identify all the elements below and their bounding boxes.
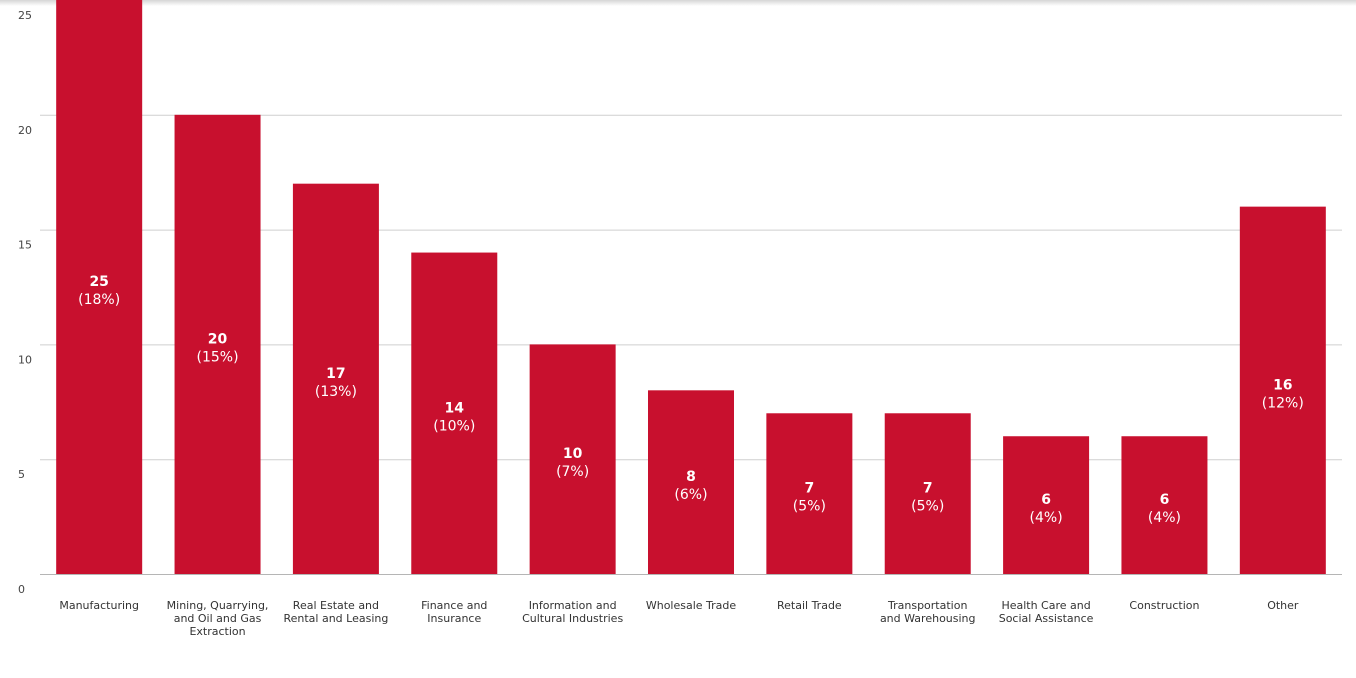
x-category-label-line: Construction [1129, 599, 1199, 612]
bar [1003, 436, 1090, 574]
y-tick-label: 25 [18, 9, 32, 22]
bar-percent-label: (4%) [1030, 510, 1063, 526]
y-tick-label: 20 [18, 124, 32, 137]
x-category-label-line: Rental and Leasing [283, 612, 388, 625]
bar-percent-label: (15%) [197, 349, 239, 365]
x-category-label-line: and Oil and Gas [174, 612, 262, 625]
x-category-label-line: Extraction [189, 625, 245, 638]
bar-percent-label: (18%) [78, 292, 120, 308]
bar [529, 344, 616, 574]
x-category-label: Finance and Insurance [421, 599, 487, 625]
bar [1239, 206, 1326, 574]
x-category-label-line: Information and [529, 599, 617, 612]
bar-value-label: 7 [923, 481, 933, 497]
bar [884, 413, 971, 574]
x-category-label-line: Social Assistance [999, 612, 1094, 625]
x-category-label-line: Other [1267, 599, 1299, 612]
bar [292, 183, 379, 574]
bar [766, 413, 853, 574]
bar [174, 114, 261, 575]
bar-percent-label: (10%) [433, 418, 475, 434]
y-tick-label: 5 [18, 468, 25, 481]
x-category-label-line: Transportation [887, 599, 967, 612]
x-category-label-line: Health Care and [1001, 599, 1090, 612]
x-category-label-line: Wholesale Trade [646, 599, 737, 612]
bar [411, 252, 498, 574]
x-category-label: Health Care and Social Assistance [999, 599, 1094, 625]
x-category-label-line: Retail Trade [777, 599, 842, 612]
x-category-label-line: Manufacturing [59, 599, 139, 612]
bar-value-label: 14 [445, 400, 465, 416]
x-category-label-line: Mining, Quarrying, [167, 599, 269, 612]
x-category-label: Transportation and Warehousing [880, 599, 976, 625]
bar-value-label: 25 [89, 274, 108, 290]
bar-value-label: 7 [804, 481, 814, 497]
bar-percent-label: (4%) [1148, 510, 1181, 526]
x-category-label-line: and Warehousing [880, 612, 976, 625]
x-category-label: Information and Cultural Industries [522, 599, 623, 625]
bar [56, 0, 143, 574]
bar-percent-label: (7%) [556, 464, 589, 480]
bar-value-label: 6 [1041, 492, 1051, 508]
bar-value-label: 20 [208, 331, 228, 347]
top-shadow [0, 0, 1356, 6]
bar-percent-label: (6%) [674, 487, 707, 503]
x-category-label: Real Estate and Rental and Leasing [283, 599, 388, 625]
x-category-label: Construction [1129, 599, 1199, 612]
bar-value-label: 10 [563, 446, 583, 462]
y-tick-label: 0 [18, 583, 25, 596]
y-tick-label: 10 [18, 353, 32, 366]
bar-value-label: 17 [326, 366, 345, 382]
x-category-label-line: Insurance [427, 612, 481, 625]
x-category-label: Wholesale Trade [646, 599, 737, 612]
bar-percent-label: (12%) [1262, 395, 1304, 411]
bar [1121, 436, 1208, 574]
x-category-label: Retail Trade [777, 599, 842, 612]
y-tick-label: 15 [18, 239, 32, 252]
x-category-label: Mining, Quarrying, and Oil and Gas Extract… [167, 599, 269, 638]
bar-percent-label: (5%) [793, 499, 826, 515]
x-category-label: Manufacturing [59, 599, 139, 612]
bar [648, 390, 734, 574]
bar-value-label: 8 [686, 469, 696, 485]
x-category-label-line: Finance and [421, 599, 487, 612]
x-category-label-line: Real Estate and [293, 599, 379, 612]
bar-percent-label: (13%) [315, 384, 357, 400]
x-category-label: Other [1267, 599, 1299, 612]
bar-percent-label: (5%) [911, 499, 944, 515]
x-category-label-line: Cultural Industries [522, 612, 623, 625]
bar-value-label: 6 [1160, 492, 1170, 508]
bar-value-label: 16 [1273, 377, 1292, 393]
